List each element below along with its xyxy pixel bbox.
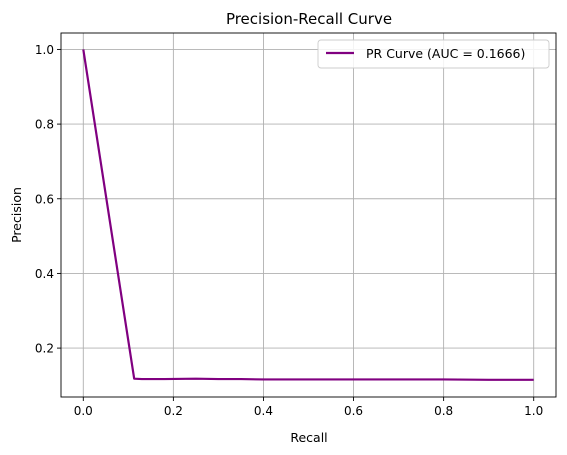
- x-tick-label: 0.8: [434, 404, 453, 418]
- y-tick-label: 0.6: [35, 192, 54, 206]
- x-tick-label: 0.6: [344, 404, 363, 418]
- legend: PR Curve (AUC = 0.1666): [317, 39, 550, 69]
- axis-ticks: 0.0 0.2 0.4 0.6 0.8 1.0 0.2 0.4 0.6 0.8 1.0: [35, 43, 543, 418]
- y-tick-label: 1.0: [35, 43, 54, 57]
- legend-label: PR Curve (AUC = 0.1666): [366, 46, 525, 61]
- series-layer: [82, 49, 534, 381]
- x-tick-label: 1.0: [524, 404, 543, 418]
- y-axis-title: Precision: [9, 187, 24, 243]
- y-tick-label: 0.2: [35, 342, 54, 356]
- legend-box: [317, 39, 550, 69]
- x-tick-label: 0.2: [164, 404, 183, 418]
- plot-frame: [60, 32, 557, 398]
- pr-curve-line: [82, 49, 534, 381]
- chart-title: Precision-Recall Curve: [226, 10, 392, 28]
- x-tick-label: 0.0: [74, 404, 93, 418]
- y-tick-label: 0.8: [35, 118, 54, 132]
- x-axis-title: Recall: [290, 430, 327, 445]
- y-tick-label: 0.4: [35, 267, 54, 281]
- x-tick-label: 0.4: [254, 404, 273, 418]
